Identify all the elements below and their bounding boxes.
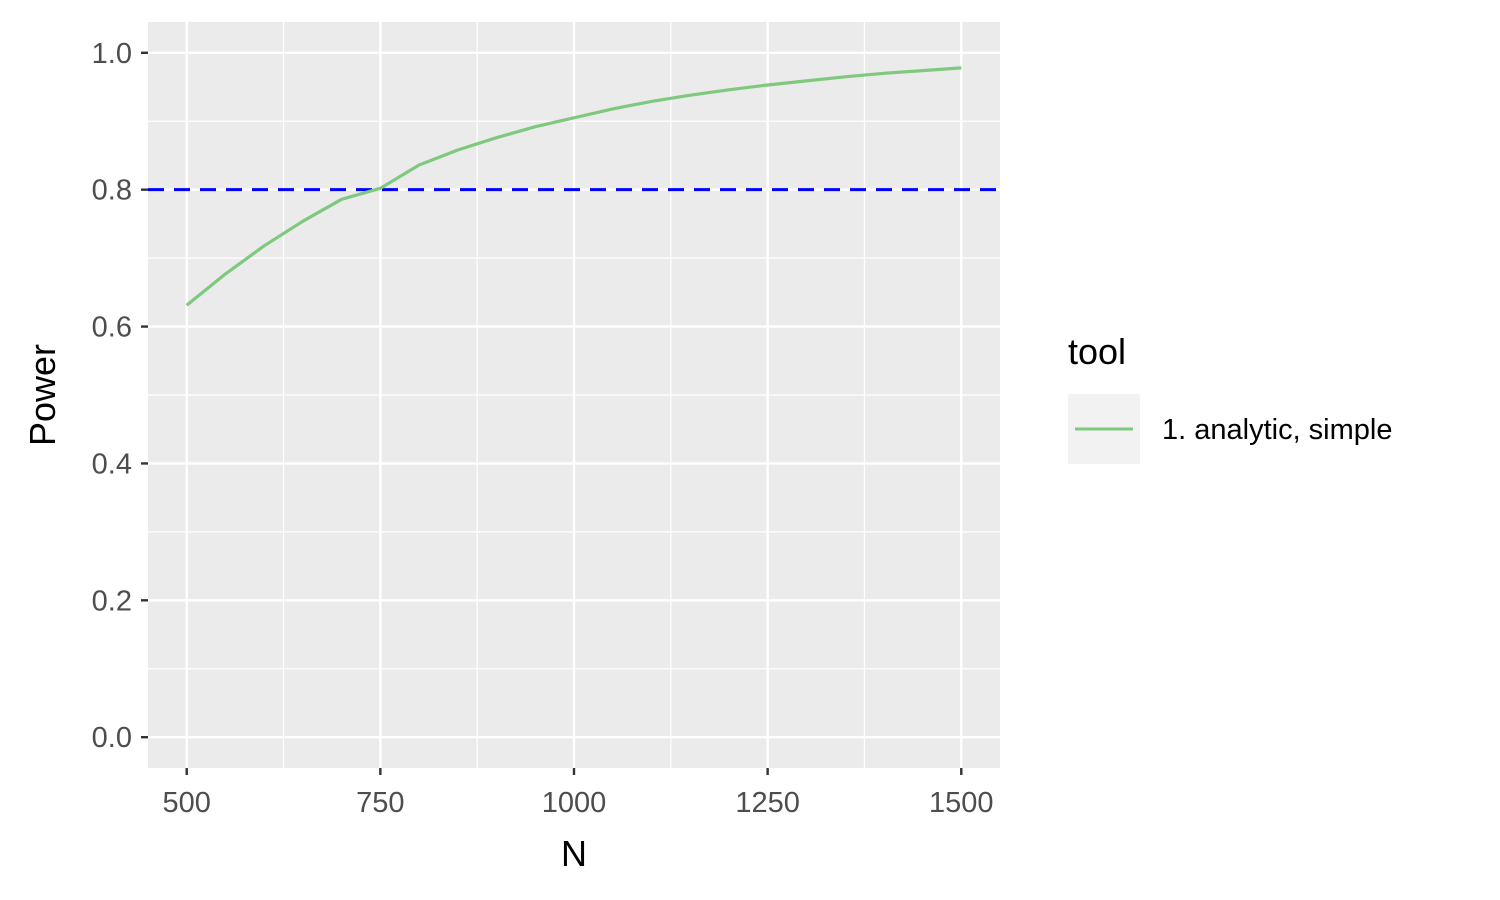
y-tick-label: 0.0 xyxy=(92,722,132,754)
legend-title: tool xyxy=(1068,331,1126,372)
y-tick-label: 0.4 xyxy=(92,448,132,480)
x-tick-label: 1250 xyxy=(735,787,800,819)
legend: tool 1. analytic, simple xyxy=(1068,331,1393,464)
y-axis-title: Power xyxy=(22,344,63,446)
x-tick-label: 750 xyxy=(356,787,404,819)
y-tick-label: 0.8 xyxy=(92,175,132,207)
series-lines xyxy=(185,66,962,307)
x-tick-label: 1500 xyxy=(929,787,994,819)
x-axis: 500 750 1000 1250 1500 xyxy=(163,768,994,819)
x-axis-title: N xyxy=(561,833,587,874)
y-axis: 0.0 0.2 0.4 0.6 0.8 1.0 xyxy=(92,38,148,754)
x-tick-label: 500 xyxy=(163,787,211,819)
y-tick-label: 0.6 xyxy=(92,312,132,344)
x-tick-label: 1000 xyxy=(542,787,607,819)
y-tick-label: 1.0 xyxy=(92,38,132,70)
legend-label: 1. analytic, simple xyxy=(1162,414,1393,446)
power-curve-line xyxy=(185,66,962,307)
y-tick-label: 0.2 xyxy=(92,585,132,617)
